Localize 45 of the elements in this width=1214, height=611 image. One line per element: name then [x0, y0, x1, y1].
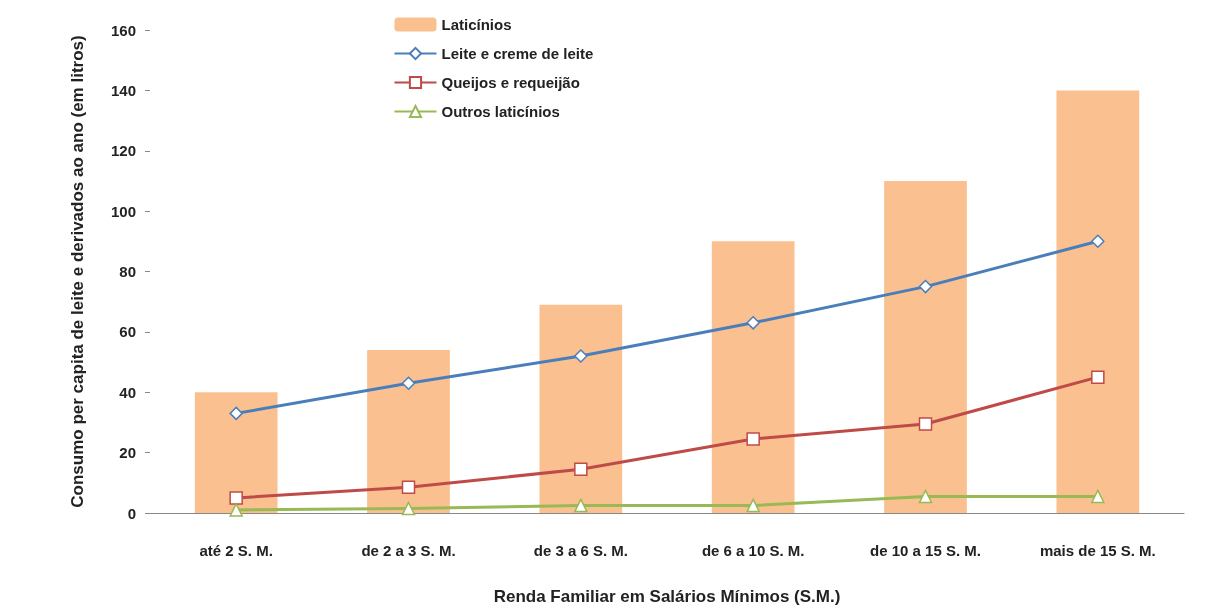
point [746, 432, 760, 446]
point [574, 498, 588, 513]
point [746, 498, 760, 513]
bar [884, 180, 967, 513]
point [1091, 370, 1105, 384]
y-tick-label: 60 [119, 323, 136, 341]
x-axis-title: Renda Familiar em Salários Mínimos (S.M.) [493, 587, 841, 606]
bar [539, 304, 623, 513]
y-tick-label: 140 [110, 81, 136, 99]
x-tick-label: de 10 a 15 S. M. [870, 542, 981, 559]
point [401, 501, 416, 516]
point [401, 376, 416, 390]
point [574, 462, 588, 476]
point [918, 489, 933, 504]
point [229, 491, 243, 505]
legend-label: Laticínios [441, 16, 512, 33]
bar [194, 392, 278, 513]
y-axis-title: Consumo per capita de leite e derivados ao ano (em litros) [67, 35, 87, 508]
legend-label: Queijos e requeijão [441, 74, 580, 91]
bar [711, 241, 795, 513]
point [918, 417, 933, 431]
point [1091, 234, 1105, 249]
y-tick-label: 0 [127, 504, 136, 522]
x-tick-label: de 3 a 6 S. M. [533, 542, 628, 559]
y-tick-label: 160 [110, 21, 136, 39]
y-tick-label: 80 [119, 263, 136, 280]
point [746, 316, 760, 330]
point [229, 406, 243, 421]
x-tick-label: até 2 S. M. [199, 542, 273, 559]
legend-label: Outros laticínios [441, 103, 560, 120]
y-tick-label: 100 [110, 202, 136, 220]
x-tick-label: de 2 a 3 S. M. [361, 542, 456, 559]
point [229, 503, 243, 517]
point [401, 480, 416, 495]
y-tick-label: 120 [110, 142, 136, 160]
point [1091, 489, 1105, 504]
y-tick-label: 20 [119, 444, 136, 462]
bar [367, 349, 450, 513]
legend-label: Leite e creme de leite [441, 45, 594, 62]
point [918, 279, 933, 294]
bar [1056, 90, 1140, 513]
x-tick-label: de 6 a 10 S. M. [701, 542, 805, 559]
point [574, 349, 588, 363]
x-tick-label: mais de 15 S. M. [1039, 542, 1156, 559]
y-tick-label: 40 [119, 383, 136, 401]
